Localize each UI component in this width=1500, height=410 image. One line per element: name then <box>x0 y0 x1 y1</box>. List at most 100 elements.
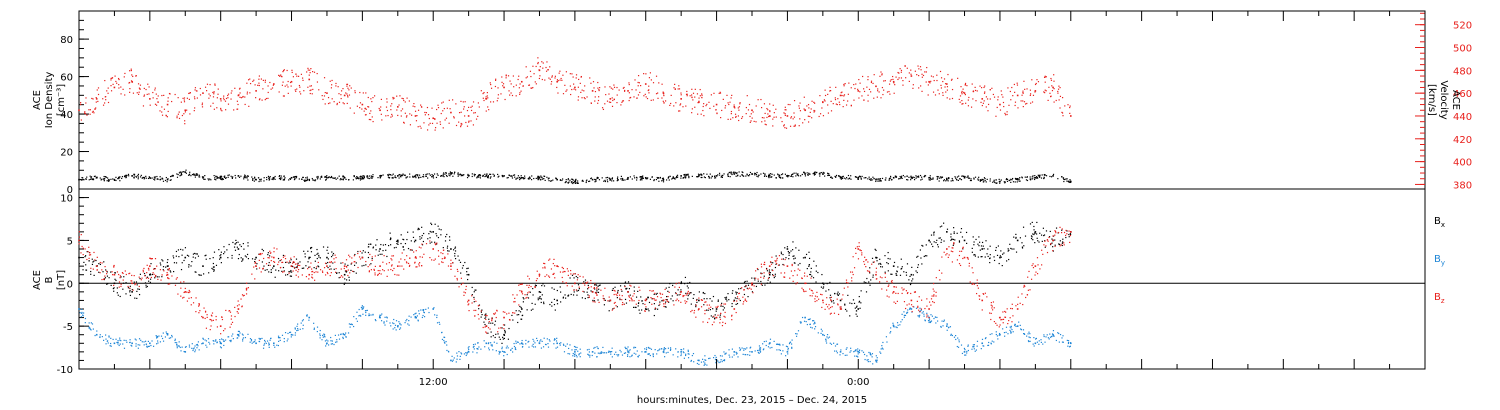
data-dot-by <box>615 351 617 353</box>
data-dot-by <box>277 335 280 337</box>
data-dot-bx <box>820 286 823 288</box>
data-dot-ion-density <box>793 172 795 174</box>
data-dot-velocity <box>872 82 874 85</box>
data-dot-ion-density <box>227 176 229 178</box>
data-dot-by <box>334 334 336 337</box>
data-dot-ion-density <box>840 176 842 178</box>
data-dot-ion-density <box>493 175 495 177</box>
data-dot-bx <box>821 273 823 276</box>
data-dot-ion-density <box>667 177 669 179</box>
data-dot-ion-density <box>612 180 615 182</box>
data-dot-velocity <box>637 94 640 96</box>
data-point-by <box>946 325 948 327</box>
data-dot-ion-density <box>1029 178 1031 180</box>
data-dot-velocity <box>598 89 600 91</box>
data-dot-bx <box>246 253 249 256</box>
data-dot-bx <box>1059 240 1061 242</box>
data-dot-bx <box>856 315 858 317</box>
data-dot-bx <box>521 314 524 316</box>
data-dot-ion-density <box>828 172 830 175</box>
data-dot-ion-density <box>387 176 390 178</box>
data-dot-bx <box>790 250 792 252</box>
data-dot-velocity <box>972 90 975 93</box>
data-dot-velocity <box>766 107 768 110</box>
data-dot-ion-density <box>259 179 261 181</box>
data-dot-ion-density <box>633 175 635 177</box>
data-dot-velocity <box>1069 106 1071 109</box>
data-dot-by <box>958 339 960 341</box>
data-dot-velocity <box>932 91 935 93</box>
data-dot-ion-density <box>484 175 486 178</box>
data-dot-by <box>849 351 851 353</box>
data-point-by <box>999 333 1001 336</box>
data-dot-ion-density <box>797 175 800 177</box>
data-point-by <box>361 308 364 310</box>
data-dot-bx <box>884 255 886 257</box>
data-dot-ion-density <box>547 178 549 180</box>
data-dot-velocity <box>494 79 497 81</box>
data-dot-ion-density <box>244 177 246 179</box>
data-dot-ion-density <box>931 178 933 180</box>
data-dot-ion-density <box>252 178 254 180</box>
data-dot-velocity <box>699 88 701 91</box>
data-dot-ion-density <box>955 177 957 179</box>
data-dot-velocity <box>372 97 374 99</box>
data-point-bx <box>149 273 151 276</box>
data-dot-by <box>380 314 382 316</box>
bottom-ytick-label: 5 <box>67 236 73 247</box>
data-dot-bx <box>886 262 888 264</box>
data-dot-bx <box>262 250 265 252</box>
data-dot-ion-density <box>661 177 664 180</box>
data-dot-ion-density <box>110 178 112 180</box>
data-point-by <box>627 351 629 353</box>
data-dot-ion-density <box>797 174 799 176</box>
data-dot-ion-density <box>260 178 262 180</box>
data-dot-bx <box>935 241 937 244</box>
data-dot-velocity <box>442 110 444 112</box>
data-dot-ion-density <box>167 178 169 180</box>
data-dot-bx <box>220 262 222 264</box>
data-dot-velocity <box>216 107 218 109</box>
data-dot-by <box>492 349 494 351</box>
data-dot-velocity <box>597 99 600 102</box>
data-dot-bx <box>993 259 996 262</box>
data-point-bx <box>414 239 417 242</box>
data-dot-velocity <box>295 73 297 75</box>
data-dot-velocity <box>462 101 464 103</box>
data-dot-velocity <box>734 113 737 115</box>
data-dot-by <box>539 340 541 342</box>
data-dot-bx <box>471 286 473 289</box>
data-dot-ion-density <box>337 177 339 179</box>
data-dot-ion-density <box>719 174 721 176</box>
data-dot-by <box>629 356 631 358</box>
data-dot-ion-density <box>533 177 535 180</box>
data-dot-bx <box>554 309 556 311</box>
data-dot-ion-density <box>159 176 161 178</box>
data-dot-velocity <box>1059 95 1062 97</box>
data-dot-velocity <box>380 113 382 115</box>
data-dot-by <box>1028 340 1030 343</box>
data-dot-by <box>360 306 363 309</box>
data-dot-by <box>782 344 784 346</box>
data-dot-by <box>342 333 344 336</box>
data-dot-velocity <box>908 80 910 82</box>
data-dot-ion-density <box>970 178 972 180</box>
data-dot-bx <box>871 257 874 259</box>
data-dot-bx <box>704 292 706 295</box>
data-dot-ion-density <box>353 175 355 177</box>
data-dot-ion-density <box>81 176 83 179</box>
data-dot-by <box>972 344 974 346</box>
data-dot-ion-density <box>1014 181 1016 183</box>
data-dot-by <box>620 351 622 353</box>
data-dot-bx <box>137 288 139 290</box>
data-dot-bx <box>687 298 689 300</box>
data-dot-bx <box>924 255 927 257</box>
data-dot-ion-density <box>916 176 918 178</box>
data-dot-by <box>197 345 199 347</box>
data-dot-bx <box>519 311 522 313</box>
data-dot-bx <box>318 266 320 268</box>
data-dot-bx <box>368 246 370 248</box>
data-dot-bx <box>633 286 635 288</box>
data-dot-bx <box>389 238 391 241</box>
data-dot-ion-density <box>147 177 150 180</box>
